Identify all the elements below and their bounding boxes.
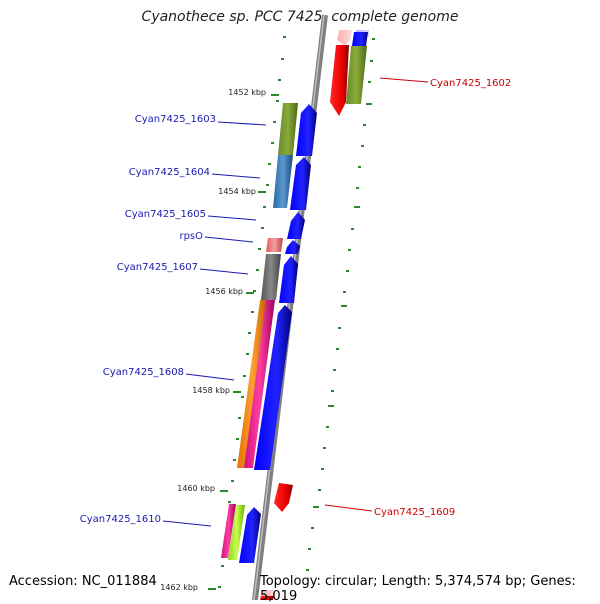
gene-cyan7425-1604[interactable] xyxy=(290,157,311,210)
gene-cyan7425-1607[interactable] xyxy=(279,256,298,303)
gene-cyan7425-1609[interactable] xyxy=(274,483,293,512)
gene-label-cyan7425-1608[interactable]: Cyan7425_1608 xyxy=(103,367,184,378)
gene-label-cyan7425-1603[interactable]: Cyan7425_1603 xyxy=(135,114,216,125)
gene-cyan7425-1603[interactable] xyxy=(296,104,317,156)
leader-lines xyxy=(162,77,429,527)
gene-cyan7425-1602[interactable] xyxy=(330,45,349,116)
gene-olive-right[interactable] xyxy=(346,46,367,104)
gene-cyan7425-1605[interactable] xyxy=(287,212,305,239)
gene-bottom-pink[interactable] xyxy=(261,590,276,596)
gene-bottom-red[interactable] xyxy=(260,595,274,600)
reverse-strand-genes xyxy=(260,30,369,600)
gene-cyan7425-1603-annot[interactable] xyxy=(278,103,298,155)
tick-track-left xyxy=(218,36,286,588)
gene-blue-top[interactable] xyxy=(352,32,368,46)
gene-label-rpso[interactable]: rpsO xyxy=(179,231,203,242)
gene-cyan7425-1607-annot[interactable] xyxy=(261,254,281,300)
gene-cyan7425-1610-lime[interactable] xyxy=(228,505,245,560)
gene-cyan7425-1604-annot[interactable] xyxy=(273,155,293,208)
tick-label: 1460 kbp xyxy=(177,484,215,493)
gene-label-cyan7425-1604[interactable]: Cyan7425_1604 xyxy=(129,167,210,178)
gene-label-cyan7425-1610[interactable]: Cyan7425_1610 xyxy=(80,514,161,525)
tick-label: 1456 kbp xyxy=(205,287,243,296)
tick-label: 1454 kbp xyxy=(218,187,256,196)
gene-cyan7425-1602-top[interactable] xyxy=(337,30,352,46)
gene-rpso[interactable] xyxy=(285,240,300,254)
gene-label-cyan7425-1605[interactable]: Cyan7425_1605 xyxy=(125,209,206,220)
tick-track-right xyxy=(306,38,375,571)
gene-cyan7425-1608-pink[interactable] xyxy=(244,300,275,468)
accession-text: Accession: NC_011884 xyxy=(9,574,157,589)
gene-label-cyan7425-1607[interactable]: Cyan7425_1607 xyxy=(117,262,198,273)
gene-cyan7425-1610-pink[interactable] xyxy=(221,504,236,558)
gene-cyan7425-1608-orange[interactable] xyxy=(237,300,268,468)
gene-cyan7425-1608[interactable] xyxy=(254,305,292,470)
tick-label: 1462 kbp xyxy=(160,583,198,592)
major-ticks-left xyxy=(208,94,279,590)
gene-cyan7425-1610[interactable] xyxy=(239,507,261,563)
map-title: Cyanothece sp. PCC 7425, complete genome xyxy=(141,9,459,25)
tick-label: 1452 kbp xyxy=(228,88,266,97)
gene-label-cyan7425-1609[interactable]: Cyan7425_1609 xyxy=(374,507,455,518)
forward-strand-genes xyxy=(221,103,317,563)
tick-label: 1458 kbp xyxy=(192,386,230,395)
gene-rpso-annot[interactable] xyxy=(266,238,283,252)
gene-label-cyan7425-1602[interactable]: Cyan7425_1602 xyxy=(430,78,511,89)
